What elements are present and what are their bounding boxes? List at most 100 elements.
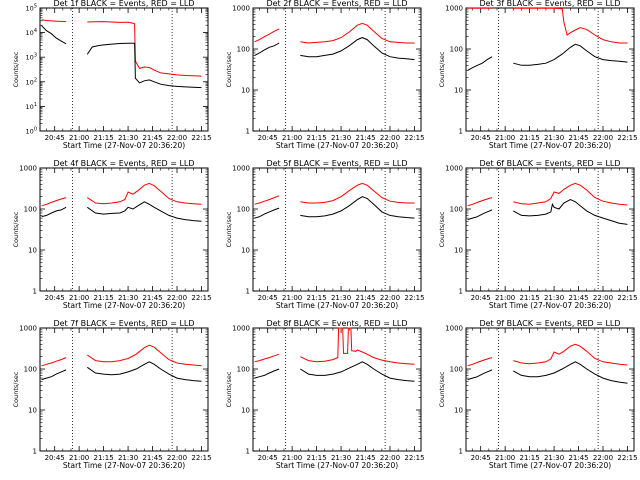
- x-tick-label: 21:30: [544, 134, 564, 142]
- lld-series-line: [513, 182, 628, 206]
- y-axis-title: Counts/sec: [12, 371, 20, 407]
- x-tick-label: 20:45: [258, 134, 278, 142]
- x-tick-label: 21:15: [307, 454, 327, 462]
- x-tick-label: 22:00: [167, 454, 187, 462]
- panel-title: Det 8f BLACK = Events, RED = LLD: [266, 319, 407, 328]
- events-series-line: [254, 368, 280, 379]
- x-tick-label: 22:15: [404, 134, 424, 142]
- lld-series-line: [254, 353, 280, 363]
- panel-3: Det 3f BLACK = Events, RED = LLD 20:45 21:…: [438, 0, 638, 150]
- plot-frame: [252, 167, 422, 292]
- lld-series-line: [300, 22, 415, 44]
- lld-series-line: [513, 7, 628, 44]
- plot-frame: [465, 327, 635, 452]
- x-tick-label: 22:15: [191, 134, 211, 142]
- x-tick-label: 20:45: [45, 294, 65, 302]
- y-tick-label: 100: [237, 206, 250, 214]
- x-tick-label: 21:15: [94, 454, 114, 462]
- x-axis-title: Start Time (27-Nov-07 20:36:20): [63, 301, 185, 310]
- y-tick-label: 1000: [19, 325, 37, 333]
- x-tick-label: 22:15: [191, 294, 211, 302]
- x-tick-label: 21:00: [282, 134, 302, 142]
- y-tick-label: 103: [26, 53, 37, 62]
- panel-title: Det 5f BLACK = Events, RED = LLD: [266, 159, 407, 168]
- lld-series-line: [87, 344, 202, 367]
- lld-series-line: [87, 182, 202, 205]
- y-tick-label: 10: [454, 407, 463, 415]
- panel-4: Det 4f BLACK = Events, RED = LLD 20:45 21:…: [12, 159, 212, 310]
- x-tick-label: 20:45: [45, 454, 65, 462]
- y-tick-label: 100: [450, 46, 463, 54]
- y-tick-label: 10: [241, 247, 250, 255]
- x-tick-label: 21:30: [118, 294, 138, 302]
- y-axis-title: Counts/sec: [438, 51, 446, 87]
- x-tick-label: 22:15: [617, 454, 637, 462]
- lld-series-line: [467, 197, 493, 207]
- y-tick-label: 100: [450, 366, 463, 374]
- panel-6: Det 6f BLACK = Events, RED = LLD 20:45 21:…: [438, 159, 638, 310]
- events-series-line: [254, 42, 280, 56]
- x-axis-title: Start Time (27-Nov-07 20:36:20): [276, 461, 398, 470]
- x-tick-label: 22:00: [593, 134, 613, 142]
- x-tick-label: 20:45: [258, 454, 278, 462]
- x-tick-label: 21:30: [118, 134, 138, 142]
- x-tick-label: 22:15: [191, 454, 211, 462]
- x-tick-label: 21:15: [94, 134, 114, 142]
- plot-frame: [252, 327, 422, 452]
- y-tick-label: 10: [28, 247, 37, 255]
- y-axis-title: Counts/sec: [438, 371, 446, 407]
- y-axis-title: Counts/sec: [225, 51, 233, 87]
- y-axis-title: Counts/sec: [225, 211, 233, 247]
- x-tick-label: 21:45: [568, 134, 588, 142]
- events-series-line: [41, 369, 67, 381]
- y-tick-label: 100: [26, 127, 37, 136]
- x-tick-label: 21:15: [307, 294, 327, 302]
- lld-series-line: [300, 182, 415, 204]
- events-series-line: [87, 201, 202, 222]
- x-tick-label: 22:15: [404, 454, 424, 462]
- y-tick-label: 1: [246, 288, 250, 296]
- panel-title: Det 3f BLACK = Events, RED = LLD: [479, 0, 620, 8]
- x-tick-label: 21:00: [69, 134, 89, 142]
- x-tick-label: 22:15: [617, 134, 637, 142]
- y-tick-label: 1: [459, 128, 463, 136]
- lld-series-line: [467, 357, 493, 367]
- y-tick-label: 104: [26, 28, 37, 37]
- lld-series-line: [41, 197, 67, 207]
- y-axis-title: Counts/sec: [12, 211, 20, 247]
- events-series-line: [467, 56, 493, 71]
- y-tick-label: 1000: [445, 165, 463, 173]
- x-axis-title: Start Time (27-Nov-07 20:36:20): [489, 301, 611, 310]
- y-tick-label: 100: [450, 206, 463, 214]
- y-axis-title: Counts/sec: [438, 211, 446, 247]
- y-tick-label: 102: [26, 77, 37, 86]
- x-tick-label: 21:45: [142, 134, 162, 142]
- y-tick-label: 1000: [445, 325, 463, 333]
- x-tick-label: 21:45: [355, 134, 375, 142]
- x-tick-label: 22:00: [380, 454, 400, 462]
- y-tick-label: 1000: [19, 165, 37, 173]
- x-tick-label: 22:00: [593, 454, 613, 462]
- panel-7: Det 7f BLACK = Events, RED = LLD 20:45 21:…: [12, 319, 212, 470]
- y-tick-label: 10: [454, 247, 463, 255]
- y-tick-label: 1: [459, 288, 463, 296]
- lld-series-line: [254, 195, 280, 205]
- x-tick-label: 21:45: [142, 294, 162, 302]
- x-tick-label: 22:00: [380, 294, 400, 302]
- events-series-line: [300, 196, 415, 219]
- events-series-line: [467, 209, 493, 221]
- x-tick-label: 21:00: [282, 294, 302, 302]
- x-tick-label: 21:15: [307, 134, 327, 142]
- y-tick-label: 1000: [232, 165, 250, 173]
- y-tick-label: 1000: [232, 325, 250, 333]
- events-series-line: [254, 207, 280, 219]
- x-tick-label: 21:30: [544, 294, 564, 302]
- y-tick-label: 1000: [445, 5, 463, 13]
- y-tick-label: 1: [246, 128, 250, 136]
- x-tick-label: 22:15: [404, 294, 424, 302]
- panel-title: Det 7f BLACK = Events, RED = LLD: [53, 319, 194, 328]
- x-tick-label: 20:45: [471, 294, 491, 302]
- lld-series-line: [300, 327, 415, 365]
- x-tick-label: 21:15: [520, 454, 540, 462]
- events-series-line: [87, 361, 202, 382]
